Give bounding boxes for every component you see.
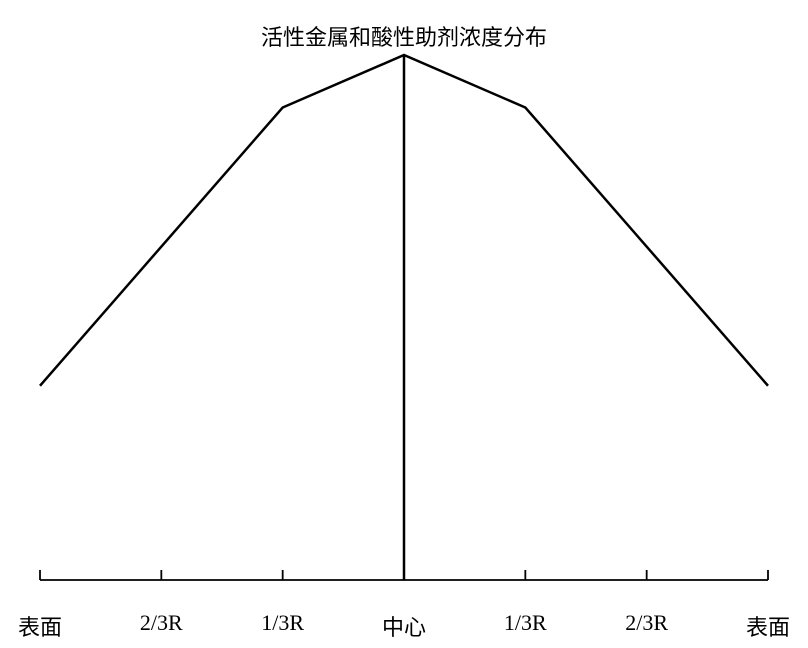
- x-tick-label: 表面: [746, 610, 790, 642]
- x-tick-label: 1/3R: [504, 610, 547, 636]
- chart-svg: [0, 0, 808, 648]
- x-tick-label: 2/3R: [140, 610, 183, 636]
- x-tick-label: 2/3R: [625, 610, 668, 636]
- chart-container: 活性金属和酸性助剂浓度分布 表面 2/3R 1/3R 中心 1/3R 2/3R 表面: [0, 0, 808, 648]
- x-tick-label: 中心: [382, 610, 426, 642]
- x-tick-label: 表面: [18, 610, 62, 642]
- x-tick-label: 1/3R: [261, 610, 304, 636]
- chart-title: 活性金属和酸性助剂浓度分布: [0, 20, 808, 52]
